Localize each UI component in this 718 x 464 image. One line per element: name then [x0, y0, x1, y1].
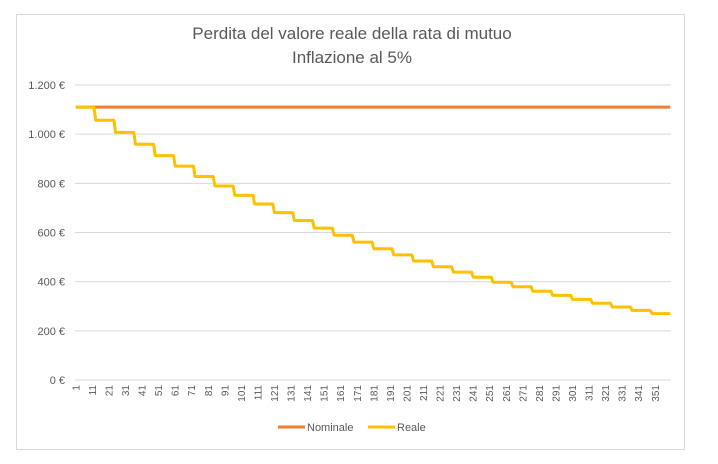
x-tick-label: 151 [320, 385, 331, 402]
x-tick-label: 61 [171, 385, 182, 397]
y-tick-label: 200 € [37, 326, 65, 338]
x-tick-label: 171 [353, 385, 364, 402]
x-tick-label: 281 [535, 385, 546, 402]
x-tick-label: 301 [568, 385, 579, 402]
x-tick-label: 131 [287, 385, 298, 402]
x-tick-label: 51 [154, 385, 165, 397]
x-tick-label: 351 [651, 385, 662, 402]
x-tick-label: 101 [237, 385, 248, 402]
x-tick-label: 111 [253, 385, 264, 401]
y-tick-label: 1.000 € [28, 129, 65, 141]
x-tick-label: 141 [303, 385, 314, 402]
x-tick-label: 41 [138, 385, 149, 397]
x-tick-label: 231 [452, 385, 463, 402]
x-tick-label: 21 [104, 385, 115, 397]
x-tick-label: 191 [386, 385, 397, 402]
series-line-reale [75, 105, 671, 316]
x-tick-label: 81 [204, 385, 215, 397]
x-tick-label: 241 [469, 385, 480, 402]
x-tick-label: 11 [88, 385, 99, 396]
x-tick-label: 271 [518, 385, 529, 402]
x-tick-label: 91 [220, 385, 231, 397]
x-tick-label: 221 [436, 385, 447, 402]
x-tick-label: 211 [419, 385, 430, 401]
x-tick-label: 121 [270, 385, 281, 402]
y-tick-label: 600 € [37, 228, 65, 240]
y-tick-label: 400 € [37, 277, 65, 289]
chart-frame [16, 14, 685, 450]
x-tick-label: 251 [485, 385, 496, 402]
x-tick-label: 291 [551, 385, 562, 402]
chart-title: Perdita del valore reale della rata di m… [192, 24, 511, 43]
y-tick-label: 800 € [37, 178, 65, 190]
y-tick-label: 0 € [50, 375, 65, 387]
x-tick-label: 261 [502, 385, 513, 402]
legend-label-reale: Reale [397, 422, 426, 434]
x-tick-label: 341 [634, 385, 645, 402]
legend-label-nominale: Nominale [307, 422, 353, 434]
x-tick-label: 31 [121, 385, 132, 397]
x-tick-label: 1 [71, 385, 82, 391]
x-tick-label: 201 [402, 385, 413, 402]
x-tick-label: 161 [336, 385, 347, 402]
x-tick-label: 321 [601, 385, 612, 402]
y-tick-label: 1.200 € [28, 80, 65, 92]
x-tick-label: 331 [618, 385, 629, 402]
x-tick-label: 71 [187, 385, 198, 397]
x-tick-label: 181 [369, 385, 380, 402]
x-tick-label: 311 [585, 385, 596, 401]
chart-subtitle: Inflazione al 5% [292, 48, 412, 67]
